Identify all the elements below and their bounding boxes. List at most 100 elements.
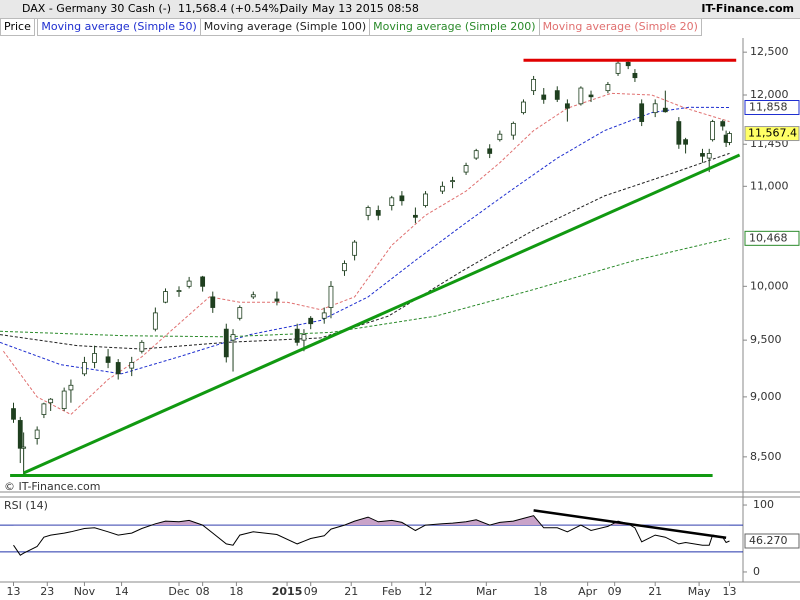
candle-body xyxy=(230,334,236,341)
candle-body xyxy=(68,384,74,391)
candle-body xyxy=(223,328,229,358)
candle-body xyxy=(413,214,418,218)
candle-body xyxy=(152,312,158,330)
candle-body xyxy=(727,133,732,143)
candle-body xyxy=(82,362,87,375)
rsi-line xyxy=(13,515,730,556)
x-tick-label: Nov xyxy=(74,585,96,598)
candle-body xyxy=(301,334,307,341)
candle-body xyxy=(676,121,682,145)
candle-body xyxy=(683,139,688,145)
moving-average-line xyxy=(0,106,730,375)
candle-body xyxy=(342,263,347,272)
candle-body xyxy=(662,107,668,113)
timestamp: May 13 2015 08:58 xyxy=(312,2,419,15)
x-tick-label: 09 xyxy=(304,585,318,598)
header-bar: DAX - Germany 30 Cash (-) 11,568.4 (+0.5… xyxy=(0,0,800,19)
rsi-tick-label: 100 xyxy=(753,498,774,511)
x-tick-label: 14 xyxy=(115,585,129,598)
candle-body xyxy=(176,290,182,292)
copyright: © IT-Finance.com xyxy=(4,480,101,493)
x-tick-label: Dec xyxy=(168,585,189,598)
candle-body xyxy=(34,429,40,439)
x-tick-label: 21 xyxy=(344,585,358,598)
y-tick-label: 8,500 xyxy=(750,450,782,463)
candle-body xyxy=(510,122,516,136)
rsi-title: RSI (14) xyxy=(4,499,48,512)
x-tick-label: 23 xyxy=(40,585,54,598)
candle-body xyxy=(625,61,631,67)
candle-body xyxy=(129,362,135,369)
x-tick-label: 09 xyxy=(608,585,622,598)
candle-body xyxy=(237,307,243,319)
candle-body xyxy=(294,328,300,343)
quote: 11,568.4 (+0.54%) xyxy=(178,2,284,15)
candle-body xyxy=(321,312,327,319)
candle-body xyxy=(578,87,584,105)
candle-body xyxy=(11,408,16,420)
moving-average-line xyxy=(0,237,730,338)
candle-body xyxy=(531,78,537,92)
price-box xyxy=(744,126,800,142)
x-tick-label: 18 xyxy=(533,585,547,598)
last-value-box xyxy=(744,100,800,116)
interval: Daily xyxy=(280,2,308,15)
candle-body xyxy=(639,103,645,122)
candle-body xyxy=(308,317,314,325)
instrument-title: DAX - Germany 30 Cash (-) xyxy=(22,2,172,15)
y-tick-label: 11,000 xyxy=(750,179,789,192)
candle-body xyxy=(463,165,469,173)
source: IT-Finance.com xyxy=(701,2,794,15)
x-tick-label: 2015 xyxy=(272,585,303,598)
x-tick-label: 13 xyxy=(722,585,736,598)
candle-body xyxy=(210,296,216,308)
candle-body xyxy=(250,294,256,298)
candle-body xyxy=(440,185,445,192)
last-value-box xyxy=(744,230,800,246)
legend-price: Price xyxy=(0,19,35,36)
candle-body xyxy=(706,153,712,159)
x-tick-label: 18 xyxy=(229,585,243,598)
moving-average-line xyxy=(0,152,730,350)
candle-body xyxy=(17,420,23,449)
x-tick-label: 08 xyxy=(196,585,210,598)
candle-body xyxy=(588,94,594,98)
candle-body xyxy=(615,62,621,74)
candle-body xyxy=(399,195,405,202)
candle-body xyxy=(21,446,27,449)
candle-body xyxy=(473,150,479,159)
candle-body xyxy=(423,193,428,206)
last-value-label: 10,468 xyxy=(749,231,788,244)
rsi-last-box xyxy=(744,533,800,549)
rsi-overbought-area xyxy=(13,515,730,526)
candle-body xyxy=(632,72,638,79)
candle-body xyxy=(139,341,145,352)
x-tick-label: Mar xyxy=(476,585,497,598)
x-tick-label: May xyxy=(688,585,711,598)
candle-body xyxy=(105,356,111,363)
candle-body xyxy=(200,276,206,287)
candle-body xyxy=(375,210,381,216)
candle-body xyxy=(450,180,455,183)
candle-body xyxy=(186,280,192,287)
candle-body xyxy=(48,398,54,404)
candle-body xyxy=(564,103,570,109)
y-tick-label: 10,000 xyxy=(750,279,789,292)
rsi-trend-line xyxy=(533,509,727,540)
candle-body xyxy=(365,207,371,216)
candle-body xyxy=(389,197,395,206)
x-tick-label: Apr xyxy=(578,585,598,598)
x-tick-label: 21 xyxy=(648,585,662,598)
legend: Price Moving average (Simple 50) Moving a… xyxy=(0,19,743,36)
candle-body xyxy=(328,285,334,308)
candle-body xyxy=(115,362,121,375)
y-tick-label: 12,000 xyxy=(750,88,789,101)
y-tick-label: 12,500 xyxy=(750,45,789,58)
y-tick-label: 9,000 xyxy=(750,390,782,403)
legend-entry: Moving average (Simple 20) xyxy=(538,19,702,36)
candle-body xyxy=(41,403,47,415)
trend-line xyxy=(22,153,741,475)
candle-body xyxy=(497,133,503,141)
